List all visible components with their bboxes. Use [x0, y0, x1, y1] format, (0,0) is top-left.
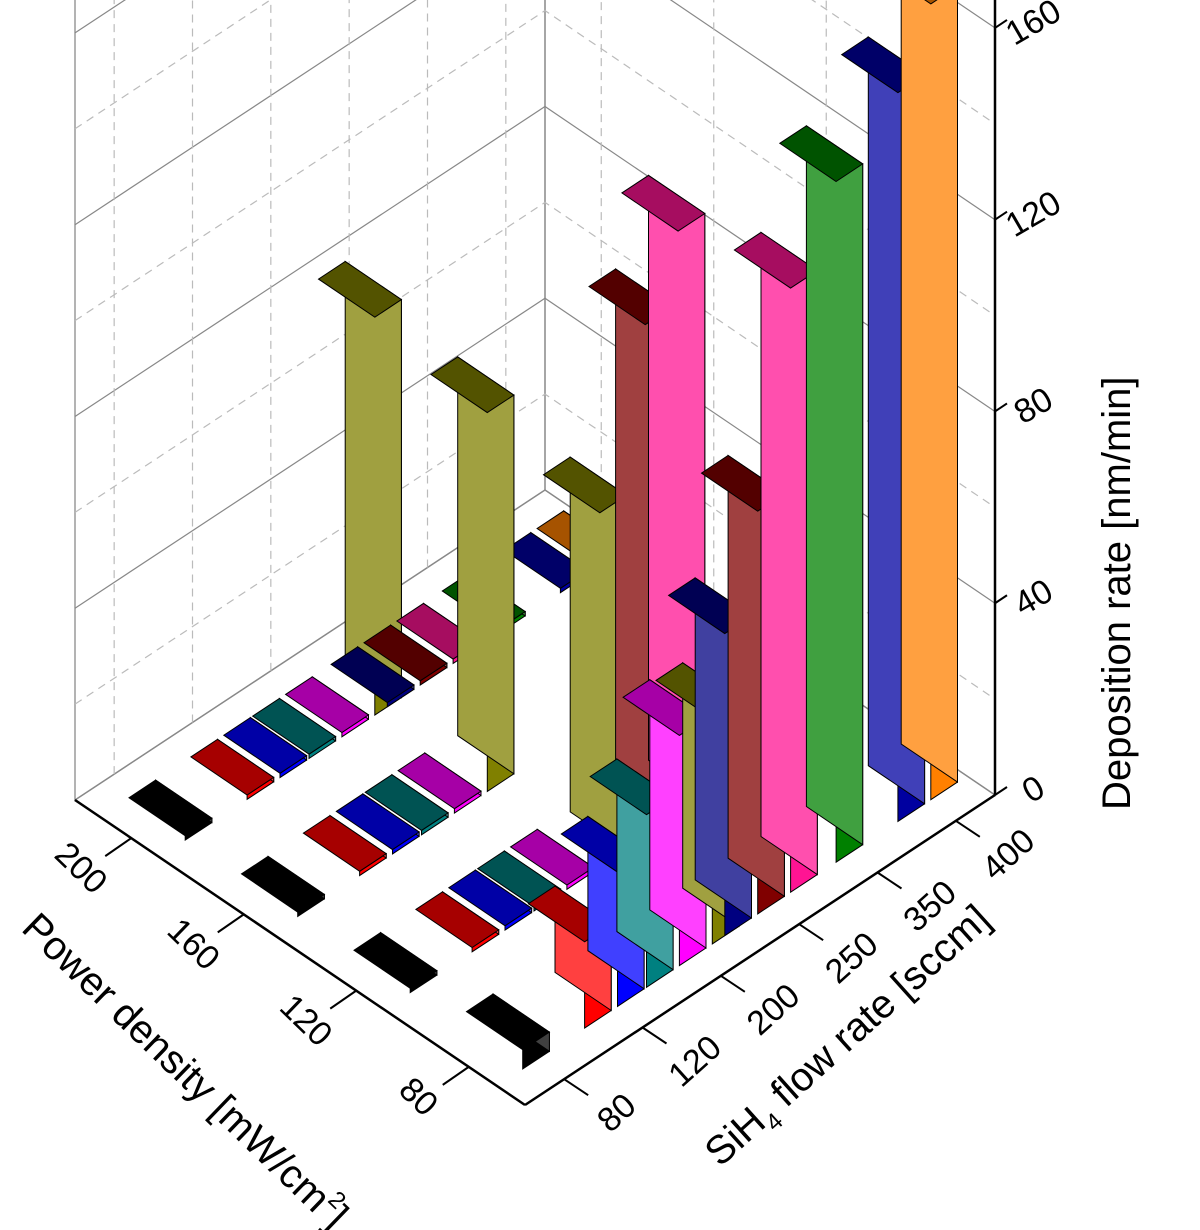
bar-top — [353, 931, 438, 989]
bar — [128, 779, 213, 842]
bar — [330, 645, 415, 708]
bar — [465, 993, 551, 1070]
power-axis-line — [74, 798, 526, 1107]
gridline-major — [74, 0, 996, 34]
bar-top — [924, 0, 938, 5]
flow-tick — [563, 1078, 589, 1096]
flow-tick — [798, 923, 824, 941]
bar — [284, 675, 370, 738]
gridline-minor — [74, 0, 996, 130]
rate-tick-label: 80 — [1008, 380, 1060, 432]
power-tick-label: 120 — [272, 987, 339, 1054]
flow-tick — [641, 1026, 668, 1045]
flow-tick — [955, 820, 981, 838]
flow-tick-label: 120 — [661, 1028, 729, 1094]
bar — [222, 716, 308, 779]
power-tick — [217, 913, 245, 934]
bar-top — [128, 779, 213, 837]
bar — [335, 792, 420, 855]
rate-tick-label: 40 — [1008, 572, 1060, 624]
flow-tick — [720, 975, 746, 993]
power-tick — [329, 989, 357, 1010]
bar-top — [364, 774, 449, 832]
power-tick — [104, 837, 132, 857]
power-tick-label: 80 — [392, 1070, 446, 1124]
bar — [251, 697, 337, 760]
bar — [430, 355, 515, 793]
rate-tick-label: 120 — [999, 184, 1067, 245]
bar — [364, 773, 449, 836]
rate-axis-title: Deposition rate [nm/min] — [1095, 376, 1139, 810]
bar-top — [190, 738, 275, 796]
rate-tick-label: 0 — [1016, 768, 1051, 810]
bar — [240, 855, 326, 918]
bar-top — [363, 624, 448, 682]
bar-top — [302, 814, 388, 872]
bar — [302, 814, 388, 877]
bar — [900, 0, 958, 801]
power-tick — [442, 1066, 470, 1086]
bar-top — [330, 646, 415, 704]
bar — [190, 738, 275, 801]
bar-top — [509, 828, 595, 886]
bar-top — [447, 869, 533, 927]
bar — [397, 752, 482, 815]
flow-tick-label: 400 — [975, 822, 1043, 888]
bar-top — [284, 676, 370, 734]
bar-top — [415, 891, 500, 949]
bars — [128, 0, 958, 1070]
bar-top — [335, 793, 420, 851]
rate-tick — [994, 19, 1008, 29]
bar-top — [317, 260, 403, 318]
rate-tick — [994, 594, 1008, 605]
bar-top — [465, 993, 551, 1051]
bar — [778, 124, 864, 864]
bar-top — [397, 752, 482, 810]
bar — [415, 890, 500, 953]
bar-side — [805, 124, 864, 846]
bar — [317, 260, 403, 717]
bar-side — [457, 355, 515, 775]
rate-tick — [994, 402, 1008, 413]
bar — [447, 869, 533, 932]
flow-tick-label: 80 — [590, 1086, 644, 1140]
bar-top — [430, 356, 515, 414]
bar — [353, 931, 438, 994]
bar-top — [778, 125, 864, 183]
power-tick-label: 160 — [160, 911, 227, 978]
bar-side — [900, 0, 958, 784]
flow-axis-line — [524, 793, 996, 1107]
power-tick-label: 200 — [47, 835, 114, 902]
flow-tick-label: 200 — [740, 977, 808, 1043]
rate-tick — [994, 786, 1008, 796]
flow-tick — [876, 871, 903, 890]
gridline-major — [74, 0, 996, 226]
rate-tick — [994, 210, 1008, 221]
bar — [363, 624, 448, 687]
bar — [509, 828, 595, 891]
bar-top — [251, 697, 337, 755]
rate-tick-label: 160 — [999, 0, 1067, 53]
bar-top — [240, 855, 326, 913]
bar-top — [621, 174, 706, 232]
bar-top — [222, 716, 308, 774]
